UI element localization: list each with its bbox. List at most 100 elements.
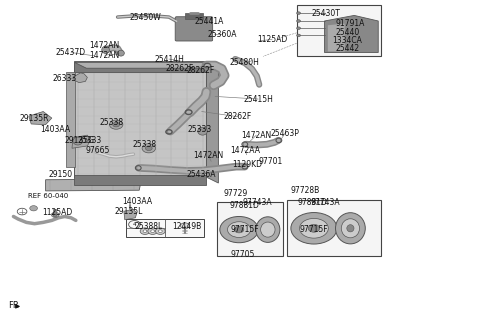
Text: 4: 4 [132,222,136,227]
Text: 29135R: 29135R [20,114,49,123]
Text: 25333: 25333 [187,125,211,134]
Text: 25450W: 25450W [129,12,161,22]
Text: 12449B: 12449B [173,222,202,231]
Ellipse shape [341,219,360,238]
Ellipse shape [73,137,83,145]
Text: 25414H: 25414H [154,54,184,64]
Bar [258,226,265,233]
Text: 25463P: 25463P [271,129,300,138]
Circle shape [297,27,300,30]
Circle shape [291,213,337,244]
FancyBboxPatch shape [175,17,213,41]
Text: 1472AN: 1472AN [193,151,224,160]
Polygon shape [46,179,140,191]
Bar [74,175,206,185]
Polygon shape [206,62,218,183]
Ellipse shape [118,50,124,56]
Circle shape [142,144,156,153]
Bar [287,200,381,256]
Text: 25437D: 25437D [56,48,86,57]
Text: 1403AA: 1403AA [40,125,70,134]
Text: FR: FR [8,301,19,310]
Circle shape [158,230,162,233]
Circle shape [308,224,320,232]
Text: 97701: 97701 [259,157,283,166]
Text: 97715F: 97715F [300,225,328,234]
Polygon shape [124,209,137,220]
Ellipse shape [261,222,275,237]
Circle shape [180,223,189,229]
Text: 1125AD: 1125AD [42,208,73,217]
Text: 26333: 26333 [52,73,76,83]
Text: 25360A: 25360A [207,30,237,39]
Text: 25480H: 25480H [230,58,260,68]
Text: 25430T: 25430T [311,9,340,18]
Text: 25333: 25333 [78,135,102,145]
Text: REF 60-040: REF 60-040 [28,193,68,199]
Text: 97743A: 97743A [311,197,340,207]
Bar [185,13,203,19]
Text: 97715F: 97715F [230,225,259,234]
Text: 91791A: 91791A [336,19,365,28]
Text: 29135L: 29135L [114,207,143,216]
Text: 97881D: 97881D [297,197,327,207]
Circle shape [109,120,123,129]
Text: 97665: 97665 [86,146,110,155]
Circle shape [30,206,37,211]
Text: 29135G: 29135G [65,136,95,145]
Text: 97705: 97705 [231,250,255,259]
Text: 1129KD: 1129KD [233,160,263,169]
Text: 1472AN: 1472AN [89,41,120,50]
Text: 25442: 25442 [336,44,360,53]
Bar [297,5,381,56]
Polygon shape [74,62,218,68]
Bar [66,72,75,167]
Circle shape [148,228,157,235]
Circle shape [300,218,328,238]
Ellipse shape [102,46,109,53]
Text: 1472AN: 1472AN [89,51,120,60]
Bar [74,62,206,177]
Bar [337,224,347,232]
Polygon shape [324,15,378,52]
Text: 1125AD: 1125AD [257,35,288,44]
Polygon shape [72,135,90,148]
Ellipse shape [347,225,354,232]
Circle shape [297,20,300,22]
Text: 25338: 25338 [133,140,157,150]
Text: 1334CA: 1334CA [333,36,362,45]
Bar [53,209,56,216]
Circle shape [140,228,150,235]
Text: 97881D: 97881D [230,201,260,211]
Polygon shape [73,73,87,83]
Text: 28262F: 28262F [187,66,215,75]
Bar [126,219,204,237]
Ellipse shape [256,217,280,242]
Bar [217,202,283,256]
Text: 25436A: 25436A [187,170,216,179]
Text: 29150: 29150 [49,170,73,179]
Text: 28262F: 28262F [224,112,252,121]
Circle shape [228,222,251,237]
Circle shape [297,34,300,37]
Ellipse shape [336,213,365,244]
Text: 25440: 25440 [336,28,360,37]
Circle shape [156,228,165,235]
Text: 28262F: 28262F [166,64,194,73]
Text: 1472AN: 1472AN [241,131,272,140]
Text: 25338: 25338 [100,118,124,127]
Text: 1403AA: 1403AA [122,197,152,206]
Circle shape [220,216,258,243]
Polygon shape [29,112,52,125]
Text: 1472AA: 1472AA [230,146,260,155]
Circle shape [51,212,59,217]
Ellipse shape [198,127,207,135]
Circle shape [143,230,147,233]
Text: 97743A: 97743A [243,197,273,207]
Circle shape [113,122,120,127]
Text: 25388L: 25388L [135,222,163,231]
Text: 97728B: 97728B [291,186,320,195]
Circle shape [234,226,244,233]
Text: 25415H: 25415H [243,94,273,104]
Circle shape [151,230,155,233]
